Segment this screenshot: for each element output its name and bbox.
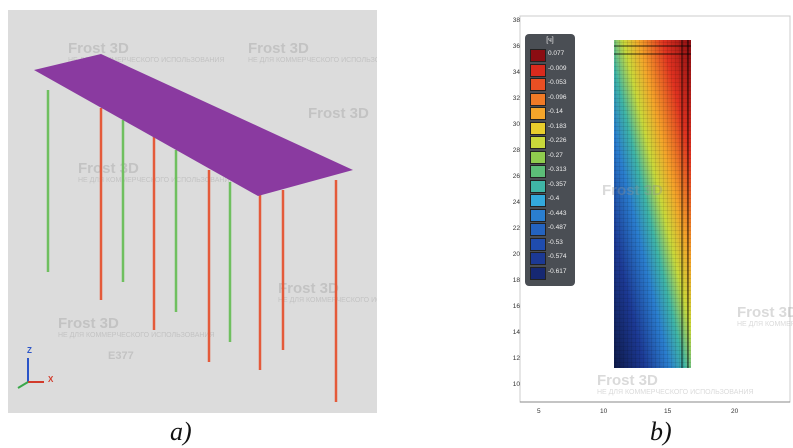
legend-entry: -0.4 (530, 193, 572, 207)
y-tick-label: 36 (512, 43, 520, 50)
legend-value: -0.226 (548, 137, 567, 144)
legend-value: -0.574 (548, 253, 567, 260)
legend-swatch (530, 179, 546, 193)
legend-value: -0.183 (548, 122, 567, 130)
y-tick-label: 32 (512, 95, 520, 102)
legend-entry: -0.313 (530, 164, 572, 178)
legend-swatch (530, 223, 546, 236)
legend-value: -0.313 (548, 166, 567, 173)
calculation-mesh (614, 40, 691, 368)
legend-value: -0.357 (548, 180, 567, 188)
legend-value: -0.096 (548, 93, 567, 101)
caption-b: b) (650, 417, 672, 446)
y-tick-label: 14 (512, 329, 520, 336)
legend-swatch (530, 194, 546, 207)
y-tick-label: 30 (512, 121, 520, 128)
legend-value: -0.443 (548, 209, 567, 217)
pile-field-3d-view[interactable]: Frost 3D НЕ ДЛЯ КОММЕРЧЕСКОГО ИСПОЛЬЗОВАН… (8, 10, 377, 413)
y-tick-label: 34 (512, 69, 520, 76)
pile-scene (17, 54, 353, 402)
y-tick-label: 12 (512, 355, 520, 362)
legend-entry: -0.009 (530, 63, 572, 77)
x-tick-label: 10 (600, 408, 608, 415)
y-tick-label: 18 (512, 277, 520, 284)
x-tick-label: 5 (537, 408, 541, 415)
y-tick-label: 22 (512, 225, 520, 232)
y-tick-label: 16 (512, 303, 520, 310)
legend-value: -0.27 (548, 151, 563, 159)
y-tick-label: 20 (512, 251, 520, 258)
y-tick-label: 24 (512, 199, 520, 206)
legend-swatch (530, 252, 546, 265)
legend-swatch (530, 165, 546, 178)
y-axis-arrow (17, 381, 29, 389)
legend-value: -0.487 (548, 224, 567, 231)
grillage-slab (34, 54, 353, 196)
y-tick-label: 28 (512, 147, 520, 154)
legend-swatch (530, 107, 546, 120)
legend-entry: -0.443 (530, 208, 572, 222)
y-tick-label: 38 (512, 17, 520, 24)
legend-entry: -0.487 (530, 222, 572, 236)
z-axis-label: Z (27, 346, 32, 355)
legend-value: -0.53 (548, 238, 563, 246)
legend-entry: 0.077 (530, 48, 572, 62)
color-legend: [ч] 0.077 -0.009 -0.053 -0.096 -0.14 -0.183 -0… (525, 34, 575, 286)
legend-swatch (530, 237, 546, 251)
y-tick-label: 10 (512, 381, 520, 388)
legend-entry: -0.617 (530, 266, 572, 280)
legend-swatch (530, 92, 546, 106)
legend-value: -0.053 (548, 79, 567, 86)
legend-swatch (530, 121, 546, 135)
legend-entry: -0.096 (530, 92, 572, 106)
x-tick-label: 20 (731, 408, 739, 415)
legend-entry: -0.226 (530, 135, 572, 149)
legend-value: 0.077 (548, 50, 565, 57)
legend-value: -0.4 (548, 195, 560, 202)
legend-swatch (530, 208, 546, 222)
legend-swatch (530, 266, 546, 280)
x-tick-label: 15 (664, 408, 672, 415)
legend-entry: -0.357 (530, 179, 572, 193)
legend-entry: -0.27 (530, 150, 572, 164)
legend-value: -0.009 (548, 64, 567, 72)
caption-a: a) (170, 417, 192, 446)
legend-entry: -0.183 (530, 121, 572, 135)
legend-value: -0.617 (548, 267, 567, 275)
legend-entry: -0.53 (530, 237, 572, 251)
legend-value: -0.14 (548, 108, 563, 115)
legend-swatch (530, 136, 546, 149)
legend-swatch (530, 63, 546, 77)
legend-swatch (530, 150, 546, 164)
legend-swatch (530, 78, 546, 91)
legend-entry: -0.053 (530, 77, 572, 91)
legend-swatch (530, 49, 546, 62)
x-axis-label: X (48, 375, 54, 384)
legend-entry: -0.14 (530, 106, 572, 120)
y-tick-label: 26 (512, 173, 520, 180)
legend-unit: [ч] (546, 37, 554, 44)
legend-entry: -0.574 (530, 251, 572, 265)
